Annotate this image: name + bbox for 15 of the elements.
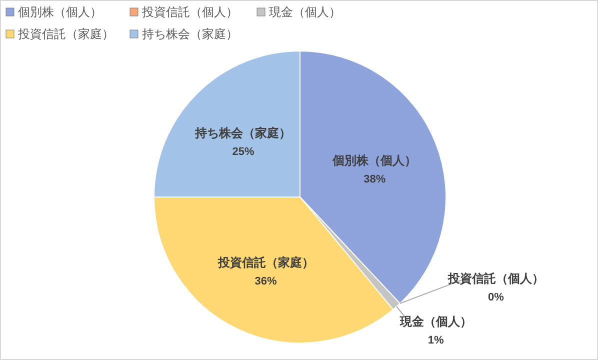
data-label: 1%: [428, 334, 444, 346]
category-label: 投資信託（個人）: [448, 272, 544, 286]
data-label: 36%: [254, 276, 278, 288]
legend-label: 現金（個人）: [269, 5, 341, 19]
slice-label: 個別株（個人）: [332, 153, 417, 168]
slice-label: 持ち株会（家庭）: [194, 126, 292, 140]
legend-label: 個別株（個人）: [18, 5, 102, 19]
legend-label: 投資信託（家庭）: [17, 27, 114, 41]
legend-label: 持ち株会（家庭）: [142, 27, 238, 41]
slice-label: 投資信託（家庭）: [216, 256, 314, 270]
slice-label: 現金（個人）: [398, 314, 472, 328]
data-label: 25%: [232, 146, 254, 158]
legend-label: 投資信託（個人）: [141, 5, 238, 19]
text: 0%: [488, 292, 504, 304]
data-label: 38%: [364, 173, 386, 186]
